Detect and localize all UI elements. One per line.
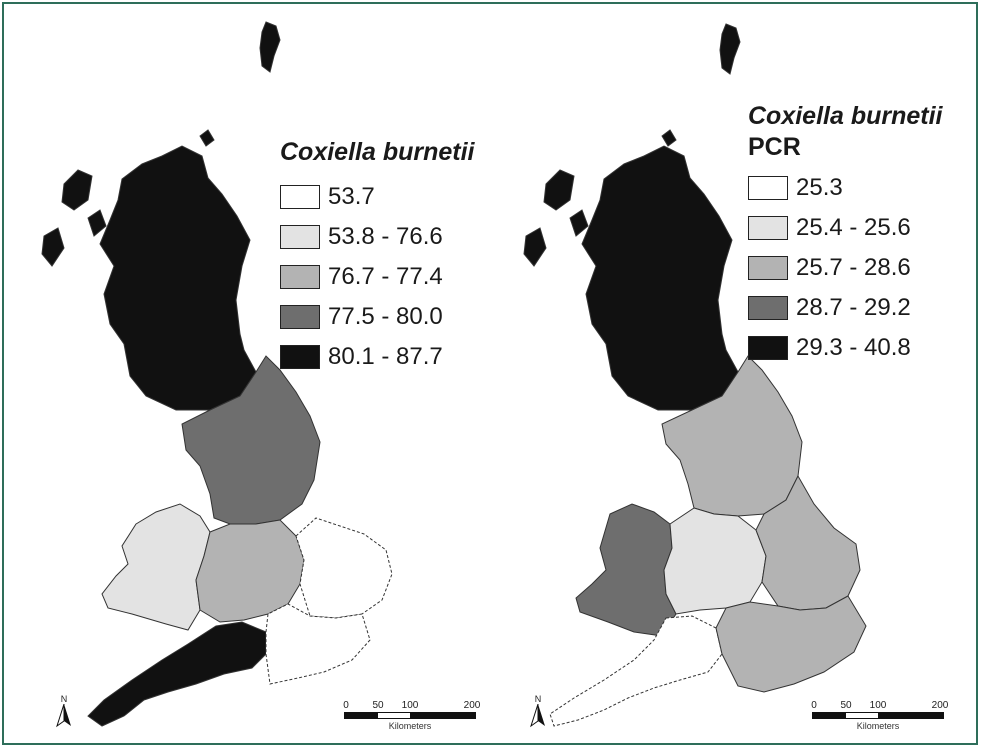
legend-label: 29.3 - 40.8 [796,334,911,361]
scale-tick-label: 0 [811,700,817,711]
legend-item: 77.5 - 80.0 [280,297,474,337]
legend-label: 76.7 - 77.4 [328,263,443,290]
legend-label: 53.7 [328,183,375,210]
scale-tick-label: 100 [401,700,419,711]
legend-swatch [280,225,320,249]
legend-item: 25.3 [748,168,942,208]
legend-item: 25.4 - 25.6 [748,208,942,248]
region-scotland [99,145,257,411]
legend-label: 25.3 [796,174,843,201]
region-scotland-islands [41,169,107,267]
region-south-east [715,595,867,693]
map-panel-left: Coxiella burnetii 53.7 53.8 - 76.6 76.7 … [4,4,494,747]
legend-swatch [280,185,320,209]
region-wales [575,503,677,637]
scale-tick-label: 200 [931,700,949,711]
north-label: N [534,694,542,704]
legend-label: 77.5 - 80.0 [328,303,443,330]
legend-swatch [280,265,320,289]
legend-item: 29.3 - 40.8 [748,328,942,368]
map-left [41,21,393,727]
scale-tick-label: 100 [869,700,887,711]
scale-tick-label: 50 [840,700,852,711]
legend-item: 53.8 - 76.6 [280,217,474,257]
region-wales [101,503,211,631]
scale-unit: Kilometers [856,721,900,731]
region-north-england [181,355,321,525]
region-south-east [265,603,371,685]
legend-label: 53.8 - 76.6 [328,223,443,250]
north-arrow-icon [56,703,71,728]
legend-item: 80.1 - 87.7 [280,337,474,377]
legend-label: 25.4 - 25.6 [796,214,911,241]
legend-swatch [280,305,320,329]
scale-tick-label: 200 [463,700,481,711]
legend-title: Coxiella burnetii [280,138,475,166]
region-shetland [661,23,741,147]
map-right [523,23,867,727]
north-arrow: N [530,694,546,733]
legend-label: 80.1 - 87.7 [328,343,443,370]
legend-swatch [748,216,788,240]
legend-title: Coxiella burnetii [748,102,943,130]
region-south-west [87,621,267,727]
legend-swatch [280,345,320,369]
scale-bar-graphic [344,712,476,719]
region-scotland [581,145,739,411]
region-shetland [199,21,281,147]
north-arrow: N [56,694,72,733]
legend-item: 76.7 - 77.4 [280,257,474,297]
region-scotland-islands [523,169,589,267]
scale-bar-graphic [812,712,944,719]
legend-subtitle: PCR [748,133,801,161]
map-panel-right: Coxiella burnetii PCR 25.3 25.4 - 25.6 2… [494,4,984,747]
legend-swatch [748,336,788,360]
legend-swatch [748,296,788,320]
scale-tick-label: 50 [372,700,384,711]
scale-bar: 0 50 100 200 Kilometers [343,700,480,731]
legend-right: Coxiella burnetii PCR 25.3 25.4 - 25.6 2… [748,102,942,368]
scale-tick-label: 0 [343,700,349,711]
scale-ticks: 0 50 100 200 [811,700,948,712]
scale-unit: Kilometers [388,721,432,731]
north-arrow-icon [530,703,545,728]
legend-label: 25.7 - 28.6 [796,254,911,281]
region-midlands [663,507,767,615]
north-label: N [60,694,68,704]
scale-bar: 0 50 100 200 Kilometers [811,700,948,731]
legend-label: 28.7 - 29.2 [796,294,911,321]
legend-swatch [748,176,788,200]
legend-item: 25.7 - 28.6 [748,248,942,288]
legend-item: 53.7 [280,177,474,217]
legend-item: 28.7 - 29.2 [748,288,942,328]
legend-swatch [748,256,788,280]
scale-ticks: 0 50 100 200 [343,700,480,712]
region-east-england [295,517,393,619]
legend-left: Coxiella burnetii 53.7 53.8 - 76.6 76.7 … [280,138,474,377]
